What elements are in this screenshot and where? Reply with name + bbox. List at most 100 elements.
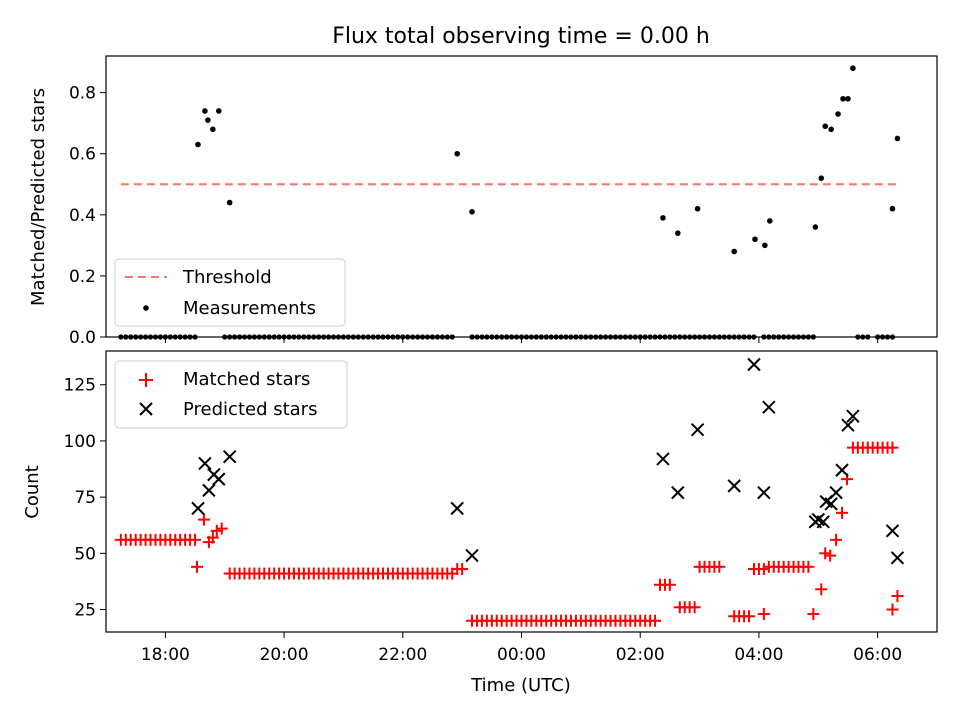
predicted-star-point: [762, 400, 776, 414]
predicted-star-point: [757, 485, 771, 500]
top-y-tick-label: 0.8: [69, 84, 96, 104]
predicted-star-point: [747, 357, 761, 372]
bottom-y-tick-label: 75: [74, 488, 96, 508]
measurement-point: [226, 199, 233, 206]
top-legend: Threshold Measurements: [114, 258, 346, 327]
matched-star-point: [886, 603, 899, 616]
measurement-point: [694, 205, 701, 212]
bottom-plot-marks: [114, 357, 905, 627]
top-y-tick-label: 0.2: [69, 267, 96, 287]
measurement-point: [675, 230, 681, 236]
measurement-point: [195, 141, 201, 148]
bottom-y-tick-label: 125: [64, 376, 96, 396]
bottom-y-axis-ticks: 25 50 75 100 125: [64, 376, 106, 621]
matched-star-point: [891, 590, 904, 603]
x-tick-label: 02:00: [616, 645, 665, 665]
predicted-star-point: [846, 409, 860, 423]
matched-star-point: [649, 614, 662, 627]
measurement-point: [840, 95, 846, 102]
top-y-tick-label: 0.4: [69, 206, 96, 226]
matched-star-point: [824, 549, 837, 562]
matched-star-point: [802, 560, 815, 573]
x-axis-label: Time (UTC): [470, 675, 571, 696]
matched-star-point: [456, 563, 469, 576]
matched-star-point: [197, 513, 210, 526]
predicted-star-point: [656, 452, 670, 466]
measurement-point: [762, 242, 768, 249]
matched-star-point: [807, 608, 820, 621]
matched-star-point: [757, 608, 770, 621]
matched-star-point: [189, 533, 202, 546]
bottom-x-axis-ticks: 18:00 20:00 22:00 00:00 02:00 04:00 06:00: [141, 632, 902, 665]
measurement-point: [894, 135, 901, 142]
top-y-axis-ticks: 0.0 0.2 0.4 0.6 0.8: [69, 84, 879, 348]
matched-stars-legend-swatch: [139, 373, 153, 387]
measurements-legend-swatch: [143, 305, 149, 311]
measurements-legend-label: Measurements: [183, 298, 316, 319]
predicted-star-point: [727, 479, 741, 493]
predicted-star-point: [212, 472, 226, 486]
measurement-point: [828, 126, 834, 133]
matched-star-point: [743, 610, 756, 623]
bottom-y-tick-label: 100: [64, 432, 96, 452]
measurement-point: [850, 65, 856, 72]
measurement-point: [454, 150, 460, 157]
top-y-tick-label: 0.0: [69, 328, 96, 348]
x-tick-label: 04:00: [734, 645, 783, 665]
matched-star-point: [215, 522, 228, 535]
top-y-tick-label: 0.6: [69, 145, 96, 165]
matched-star-point: [206, 531, 219, 544]
threshold-legend-label: Threshold: [182, 267, 272, 288]
measurement-point: [210, 126, 216, 133]
predicted-star-point: [198, 456, 212, 471]
measurement-point: [889, 205, 896, 212]
predicted-star-point: [191, 501, 205, 516]
matched-star-point: [663, 578, 676, 591]
bottom-y-axis-label: Count: [22, 465, 43, 518]
matched-stars-legend-label: Matched stars: [183, 369, 310, 390]
matched-star-point: [836, 506, 849, 519]
predicted-star-point: [890, 551, 905, 565]
measurement-point: [660, 215, 666, 221]
predicted-star-point: [835, 463, 849, 477]
matched-star-point: [886, 441, 899, 454]
measurement-point: [818, 175, 825, 181]
predicted-star-point: [885, 524, 900, 538]
measurement-point: [835, 111, 841, 117]
measurement-point: [812, 224, 819, 230]
matched-star-point: [191, 560, 204, 573]
predicted-star-point: [671, 485, 685, 500]
bottom-y-tick-label: 25: [74, 601, 96, 621]
bottom-legend: Matched stars Predicted stars: [114, 360, 348, 429]
top-chart-title: Flux total observing time = 0.00 h: [332, 24, 710, 49]
bottom-legend-box: [114, 360, 348, 429]
predicted-stars-legend-label: Predicted stars: [183, 399, 317, 420]
measurement-point: [767, 218, 773, 224]
bottom-y-tick-label: 50: [74, 544, 96, 564]
predicted-star-point: [450, 501, 464, 516]
predicted-star-point: [841, 418, 855, 432]
predicted-star-point: [222, 449, 237, 464]
x-tick-label: 18:00: [141, 645, 190, 665]
measurement-point: [469, 208, 475, 215]
predicted-star-point: [465, 548, 479, 563]
measurement-point: [205, 117, 211, 123]
predicted-star-point: [690, 422, 705, 437]
matched-star-point: [767, 560, 780, 573]
top-legend-box: [114, 258, 346, 327]
x-tick-label: 06:00: [853, 645, 902, 665]
x-tick-label: 22:00: [378, 645, 427, 665]
x-tick-label: 20:00: [260, 645, 309, 665]
matched-star-point: [815, 583, 828, 596]
matched-star-point: [830, 533, 843, 546]
measurement-point: [731, 248, 737, 255]
matched-star-point: [713, 560, 726, 573]
predicted-star-point: [824, 497, 838, 511]
measurement-point: [202, 108, 208, 114]
predicted-star-point: [202, 483, 216, 498]
predicted-star-point: [816, 515, 830, 529]
predicted-stars-legend-swatch: [139, 402, 153, 416]
matched-star-point: [688, 601, 701, 614]
